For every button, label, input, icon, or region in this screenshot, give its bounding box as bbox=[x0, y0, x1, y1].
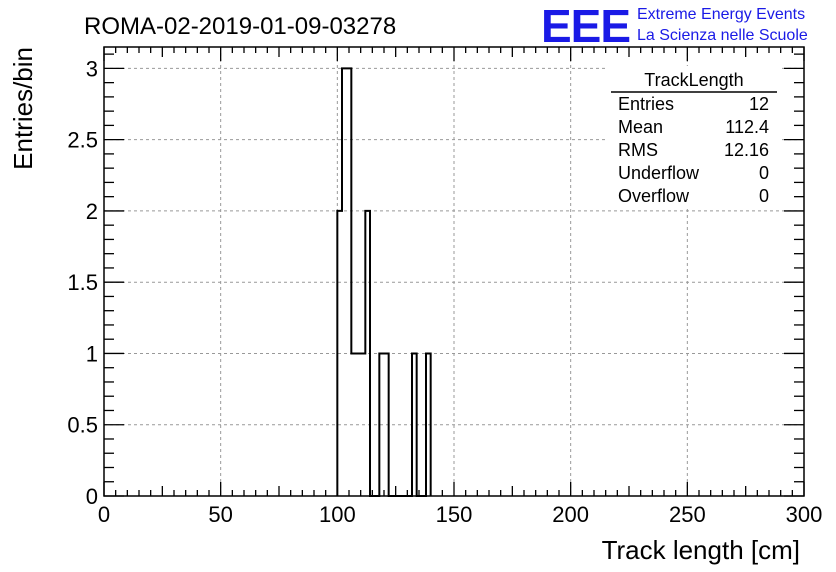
stats-row-label: Mean bbox=[618, 117, 663, 137]
y-tick-label: 0 bbox=[86, 484, 98, 509]
x-tick-labels: 0 50 100 150 200 250 300 bbox=[98, 502, 822, 527]
x-tick-label: 0 bbox=[98, 502, 110, 527]
y-tick-label: 3 bbox=[86, 56, 98, 81]
stats-row-value: 12.16 bbox=[724, 140, 769, 160]
x-tick-label: 250 bbox=[669, 502, 706, 527]
stats-box-background bbox=[608, 66, 780, 208]
stats-rows: Entries 12 Mean 112.4 RMS 12.16 Underflow 0 Over… bbox=[618, 94, 769, 206]
x-tick-label: 200 bbox=[552, 502, 589, 527]
stats-row-value: 0 bbox=[759, 163, 769, 183]
stats-row-label: Overflow bbox=[618, 186, 690, 206]
stats-row-value: 0 bbox=[759, 186, 769, 206]
stats-row-value: 12 bbox=[749, 94, 769, 114]
stats-box-title: TrackLength bbox=[644, 70, 743, 90]
run-title: ROMA-02-2019-01-09-03278 bbox=[84, 13, 396, 40]
stats-row-value: 112.4 bbox=[725, 117, 769, 137]
x-axis-label: Track length [cm] bbox=[602, 535, 800, 565]
x-tick-label: 50 bbox=[208, 502, 232, 527]
org-name-line2: La Scienza nelle Scuole bbox=[637, 27, 808, 44]
stats-row-label: Entries bbox=[618, 94, 674, 114]
y-tick-label: 1.5 bbox=[67, 270, 98, 295]
stats-row-label: Underflow bbox=[618, 163, 700, 183]
y-tick-label: 2 bbox=[86, 199, 98, 224]
axis-ticks bbox=[103, 47, 805, 497]
stats-row-label: RMS bbox=[618, 140, 658, 160]
y-tick-label: 1 bbox=[86, 341, 98, 366]
y-tick-labels: 0 0.5 1 1.5 2 2.5 3 bbox=[67, 56, 98, 509]
x-tick-label: 300 bbox=[786, 502, 823, 527]
stats-box: TrackLength Entries 12 Mean 112.4 RMS 12.16 Un… bbox=[608, 66, 780, 208]
org-name-line1: Extreme Energy Events bbox=[637, 6, 805, 23]
y-tick-label: 0.5 bbox=[67, 413, 98, 438]
x-tick-label: 100 bbox=[319, 502, 356, 527]
y-tick-label: 2.5 bbox=[67, 128, 98, 153]
y-axis-label: Entries/bin bbox=[8, 47, 38, 170]
eee-logo: EEE bbox=[541, 0, 630, 52]
x-tick-label: 150 bbox=[436, 502, 473, 527]
